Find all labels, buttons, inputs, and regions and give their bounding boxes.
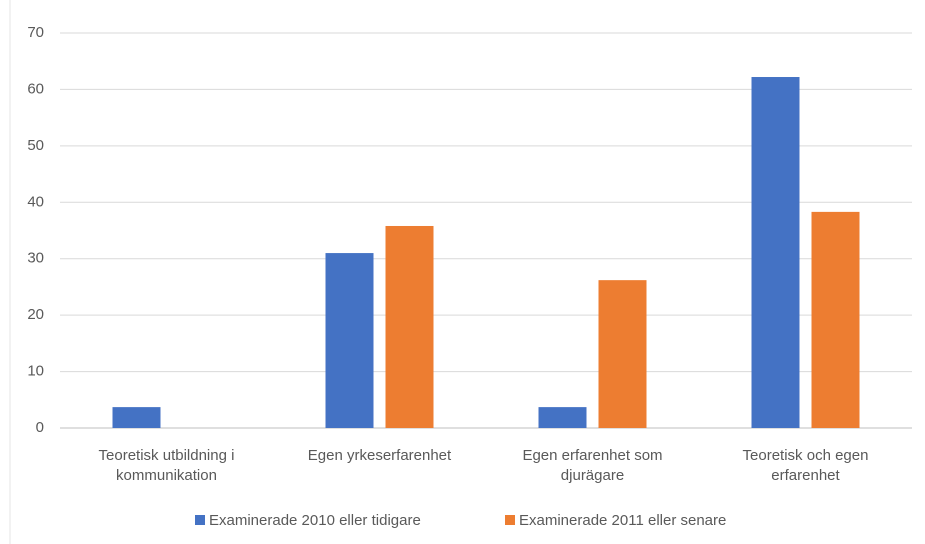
bar [811,211,860,428]
x-tick-label: Teoretisk utbildning i kommunikation [98,447,235,484]
x-tick-label: Egen yrkeserfarenhet [307,447,452,464]
y-tick-label: 50 [27,137,44,154]
y-tick-label: 70 [27,24,44,41]
bar [385,225,434,428]
y-tick-label: 60 [27,80,44,97]
y-tick-label: 40 [27,193,44,210]
bar [598,280,647,428]
y-tick-label: 20 [27,306,44,323]
y-tick-label: 10 [27,363,44,380]
legend-label: Examinerade 2011 eller senare [519,512,726,529]
bar [751,77,800,428]
bar [325,253,374,428]
bar [538,407,587,428]
legend-label: Examinerade 2010 eller tidigare [209,512,421,529]
y-tick-label: 30 [27,250,44,267]
x-tick-label: Egen erfarenhet som djurägare [522,447,663,484]
x-tick-label: Teoretisk och egen erfarenhet [742,447,869,484]
legend-swatch [195,515,205,525]
y-tick-label: 0 [36,419,44,436]
bar [112,407,161,428]
legend-swatch [505,515,515,525]
